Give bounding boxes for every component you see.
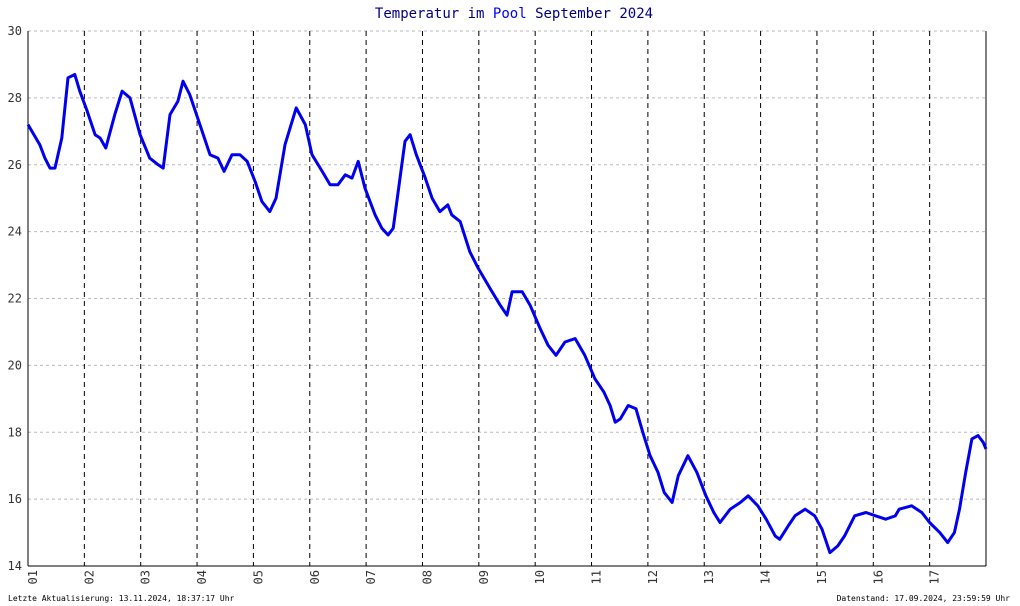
y-tick-label: 22 bbox=[8, 292, 22, 306]
title-part: Pool bbox=[493, 6, 527, 22]
x-tick-label: 13 bbox=[702, 570, 716, 584]
x-tick-label: 12 bbox=[646, 570, 660, 584]
x-tick-label: 02 bbox=[82, 570, 96, 584]
chart-title: Temperatur im Pool September 2024 bbox=[375, 6, 653, 22]
x-tick-label: 01 bbox=[26, 570, 40, 584]
x-tick-label: 15 bbox=[815, 570, 829, 584]
x-tick-label: 17 bbox=[928, 570, 942, 584]
y-tick-label: 16 bbox=[8, 492, 22, 506]
data-line bbox=[26, 73, 988, 555]
x-tick-label: 06 bbox=[308, 570, 322, 584]
y-tick-label: 30 bbox=[8, 24, 22, 38]
x-tick-label: 16 bbox=[871, 570, 885, 584]
y-tick-label: 26 bbox=[8, 158, 22, 172]
y-tick-label: 24 bbox=[8, 225, 22, 239]
title-part: Temperatur im bbox=[375, 6, 485, 22]
x-tick-label: 08 bbox=[420, 570, 434, 584]
x-tick-label: 03 bbox=[139, 570, 153, 584]
title-part: September 2024 bbox=[535, 6, 653, 22]
y-tick-label: 28 bbox=[8, 91, 22, 105]
x-tick-label: 14 bbox=[759, 570, 773, 584]
x-tick-label: 09 bbox=[477, 570, 491, 584]
x-tick-label: 05 bbox=[251, 570, 265, 584]
y-tick-label: 20 bbox=[8, 358, 22, 372]
footer-left: Letzte Aktualisierung: 13.11.2024, 18:37… bbox=[8, 594, 235, 603]
x-tick-label: 11 bbox=[590, 570, 604, 584]
footer-right: Datenstand: 17.09.2024, 23:59:59 Uhr bbox=[837, 594, 1011, 603]
x-tick-label: 07 bbox=[364, 570, 378, 584]
y-tick-label: 14 bbox=[8, 559, 22, 573]
y-tick-label: 18 bbox=[8, 425, 22, 439]
x-tick-label: 04 bbox=[195, 570, 209, 584]
x-tick-label: 10 bbox=[533, 570, 547, 584]
